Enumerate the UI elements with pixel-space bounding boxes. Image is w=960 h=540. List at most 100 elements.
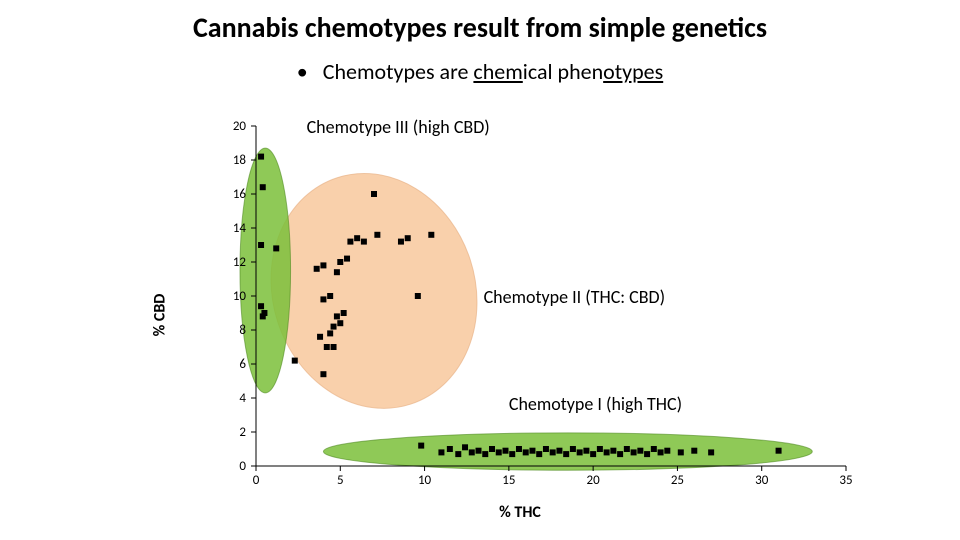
data-point <box>583 448 589 454</box>
data-point <box>337 259 343 265</box>
plot-area: 0510152025303502468101214161820Chemotype… <box>218 118 868 498</box>
scatter-chart: % CBD % THC 0510152025303502468101214161… <box>170 110 870 520</box>
data-point <box>428 232 434 238</box>
y-tick-label: 14 <box>233 221 247 236</box>
data-point <box>260 313 266 319</box>
data-point <box>604 449 610 455</box>
data-point <box>563 451 569 457</box>
data-point <box>529 448 535 454</box>
y-tick-label: 10 <box>233 289 247 304</box>
data-point <box>320 371 326 377</box>
data-point <box>658 449 664 455</box>
data-point <box>597 446 603 452</box>
x-tick-label: 5 <box>337 473 344 488</box>
data-point <box>691 448 697 454</box>
data-point <box>776 448 782 454</box>
data-point <box>320 262 326 268</box>
data-point <box>482 451 488 457</box>
data-point <box>314 266 320 272</box>
data-point <box>462 444 468 450</box>
data-point <box>418 443 424 449</box>
bullet-text: Chemotypes are chemical phenotypes <box>323 58 663 85</box>
data-point <box>664 448 670 454</box>
x-tick-label: 35 <box>839 473 852 488</box>
data-point <box>337 320 343 326</box>
data-point <box>438 449 444 455</box>
x-tick-label: 0 <box>253 473 260 488</box>
data-point <box>327 330 333 336</box>
x-tick-label: 30 <box>755 473 769 488</box>
cluster-III-label: Chemotype III (high CBD) <box>307 118 490 138</box>
y-tick-label: 16 <box>233 187 247 202</box>
data-point <box>556 448 562 454</box>
data-point <box>331 324 337 330</box>
data-point <box>320 296 326 302</box>
data-point <box>334 313 340 319</box>
data-point <box>324 344 330 350</box>
bullet-prefix: Chemotypes are <box>323 58 474 85</box>
data-point <box>516 446 522 452</box>
y-tick-label: 0 <box>239 459 246 474</box>
cluster-II-label: Chemotype II (THC: CBD) <box>484 286 666 308</box>
y-tick-label: 2 <box>239 425 246 440</box>
data-point <box>708 449 714 455</box>
data-point <box>509 451 515 457</box>
data-point <box>347 239 353 245</box>
page-title: Cannabis chemotypes result from simple g… <box>0 10 960 45</box>
y-tick-label: 18 <box>233 153 247 168</box>
data-point <box>577 449 583 455</box>
x-tick-label: 15 <box>502 473 515 488</box>
data-point <box>631 449 637 455</box>
data-point <box>536 451 542 457</box>
data-point <box>258 154 264 160</box>
x-tick-label: 25 <box>671 473 684 488</box>
y-tick-label: 20 <box>233 119 247 134</box>
data-point <box>543 446 549 452</box>
y-tick-label: 6 <box>239 357 246 372</box>
data-point <box>317 334 323 340</box>
data-point <box>273 245 279 251</box>
data-point <box>258 242 264 248</box>
data-point <box>637 448 643 454</box>
data-point <box>502 448 508 454</box>
data-point <box>455 451 461 457</box>
bullet-u2: otypes <box>603 58 663 85</box>
data-point <box>341 310 347 316</box>
data-point <box>292 358 298 364</box>
data-point <box>550 449 556 455</box>
data-point <box>644 451 650 457</box>
data-point <box>415 293 421 299</box>
bullet-row: • Chemotypes are chemical phenotypes <box>0 56 960 85</box>
data-point <box>489 446 495 452</box>
data-point <box>405 235 411 241</box>
data-point <box>651 446 657 452</box>
bullet-mid: ical phen <box>523 58 603 85</box>
data-point <box>334 269 340 275</box>
bullet-dot: • <box>297 58 308 85</box>
y-tick-label: 8 <box>239 323 246 338</box>
data-point <box>617 451 623 457</box>
data-point <box>570 446 576 452</box>
data-point <box>374 232 380 238</box>
data-point <box>610 448 616 454</box>
data-point <box>354 235 360 241</box>
data-point <box>260 184 266 190</box>
data-point <box>344 256 350 262</box>
data-point <box>469 449 475 455</box>
data-point <box>496 449 502 455</box>
y-axis-label: % CBD <box>151 294 170 337</box>
data-point <box>398 239 404 245</box>
data-point <box>331 344 337 350</box>
data-point <box>624 446 630 452</box>
y-tick-label: 4 <box>239 391 246 406</box>
data-point <box>590 451 596 457</box>
data-point <box>371 191 377 197</box>
bullet-u1: chem <box>473 58 522 85</box>
x-tick-label: 20 <box>587 473 601 488</box>
y-tick-label: 12 <box>233 255 247 270</box>
data-point <box>678 449 684 455</box>
data-point <box>327 293 333 299</box>
data-point <box>476 448 482 454</box>
cluster-I-label: Chemotype I (high THC) <box>509 393 682 415</box>
x-axis-label: % THC <box>499 503 541 522</box>
